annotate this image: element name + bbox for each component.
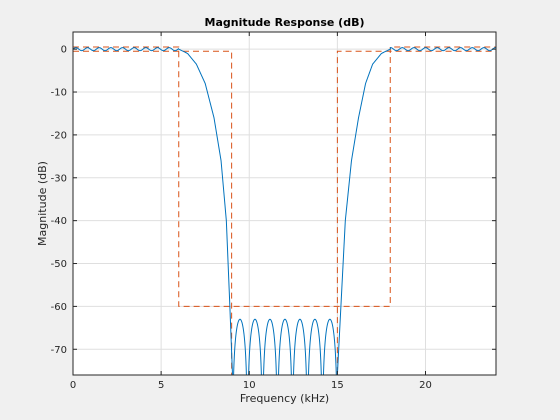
y-tick-label: 0 bbox=[61, 45, 67, 56]
y-tick-label: -50 bbox=[51, 259, 67, 270]
y-tick-label: -10 bbox=[51, 88, 67, 99]
y-tick-label: -60 bbox=[51, 302, 67, 313]
x-tick-label: 0 bbox=[70, 380, 76, 391]
y-axis-label: Magnitude (dB) bbox=[36, 161, 49, 246]
axes-background bbox=[73, 32, 496, 375]
axis-ticks: 0 5 10 15 20 0 -10 -20 -30 -40 -50 -60 -70 bbox=[51, 32, 496, 391]
x-tick-label: 5 bbox=[158, 380, 164, 391]
x-tick-label: 15 bbox=[331, 380, 344, 391]
y-tick-label: -40 bbox=[51, 216, 67, 227]
x-tick-label: 10 bbox=[243, 380, 256, 391]
x-axis-label: Frequency (kHz) bbox=[240, 392, 329, 405]
y-tick-label: -70 bbox=[51, 345, 67, 356]
upper-mask-line bbox=[73, 46, 496, 307]
mask-series bbox=[73, 46, 496, 375]
lower-mask-line bbox=[73, 50, 496, 375]
chart-title: Magnitude Response (dB) bbox=[205, 16, 365, 29]
axes-box bbox=[72, 31, 497, 376]
x-tick-label: 20 bbox=[419, 380, 432, 391]
y-tick-label: -30 bbox=[51, 173, 67, 184]
response-series bbox=[73, 47, 496, 375]
magnitude-response-line bbox=[73, 47, 496, 375]
y-tick-label: -20 bbox=[51, 130, 67, 141]
